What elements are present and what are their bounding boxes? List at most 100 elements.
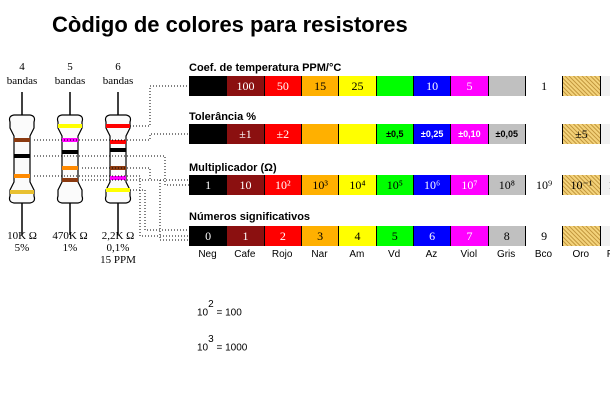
leader-line: [34, 155, 189, 186]
cell-temp-coef-am: 25: [339, 76, 377, 96]
resistor-band: [62, 178, 78, 182]
resistor-value-label: 470K Ω 1%: [42, 230, 98, 254]
cell-tolerance-cafe: ±1: [227, 124, 265, 144]
cell-multiplier-bco: 10⁹: [525, 175, 564, 195]
formula-result: = 1000: [213, 342, 248, 354]
cell-significant-digits-plata: [600, 226, 610, 246]
row-label-tolerance: Tolerância %: [189, 111, 257, 123]
color-name-gris: Gris: [496, 249, 516, 260]
band-count-text: 5: [67, 61, 73, 73]
cell-multiplier-am: 10⁴: [339, 175, 377, 195]
leader-line: [34, 133, 189, 141]
resistor-body: [8, 114, 36, 204]
color-name-cafe: Cafe: [234, 249, 256, 260]
band-count-label: 5 bandas: [46, 61, 94, 87]
resistor-band: [110, 148, 126, 152]
cell-significant-digits-am: 4: [339, 226, 377, 246]
resistor-value-label: 10K Ω 5%: [0, 230, 50, 254]
band-count-text: bandas: [6, 75, 38, 87]
cell-tolerance-az: ±0,25: [413, 124, 452, 144]
cell-tolerance-gris: ±0,05: [488, 124, 526, 144]
resistor-band: [110, 176, 126, 180]
resistor-value-text: 5%: [14, 242, 30, 254]
resistor-value-text: 10K Ω: [7, 230, 37, 242]
cell-temp-coef-cafe: 100: [227, 76, 265, 96]
cell-multiplier-vd: 10⁵: [376, 175, 414, 195]
cell-significant-digits-oro: [563, 226, 601, 246]
cell-tolerance-vd: ±0,5: [376, 124, 414, 144]
band-count-text: bandas: [54, 75, 86, 87]
cell-temp-coef-vd: [376, 76, 414, 96]
cell-temp-coef-rojo: 50: [264, 76, 302, 96]
band-count-label: 6 bandas: [94, 61, 142, 87]
leader-line: [82, 179, 189, 241]
color-name-am: Am: [349, 249, 365, 260]
formula-base: 10: [197, 307, 209, 319]
resistor-band: [14, 138, 30, 142]
cell-significant-digits-viol: 7: [451, 226, 489, 246]
cell-temp-coef-nar: 15: [301, 76, 340, 96]
cell-significant-digits-nar: 3: [301, 226, 340, 246]
color-name-bco: Bco: [534, 249, 553, 260]
cell-temp-coef-oro: [563, 76, 601, 96]
cell-temp-coef-neg: [190, 76, 228, 96]
cell-multiplier-rojo: 10²: [264, 175, 302, 195]
cell-significant-digits-rojo: 2: [264, 226, 302, 246]
color-name-viol: Viol: [460, 249, 478, 260]
cell-multiplier-gris: 10⁸: [488, 175, 526, 195]
resistor-value-text: 2,2K Ω: [101, 230, 135, 242]
cell-temp-coef-bco: 1: [525, 76, 564, 96]
formula-exponent: 2: [208, 299, 214, 310]
band-count-text: 4: [19, 61, 25, 73]
band-count-label: 4 bandas: [0, 61, 46, 87]
cell-tolerance-plata: ±10: [600, 124, 610, 144]
row-label-significant-digits: Números significativos: [189, 211, 311, 223]
band-count-text: 6: [115, 61, 121, 73]
cell-significant-digits-bco: 9: [525, 226, 564, 246]
resistor-value-text: 1%: [62, 242, 78, 254]
resistor-value-text: 470K Ω: [52, 230, 88, 242]
formula-base: 10: [197, 342, 209, 354]
row-label-temp-coef: Coef. de temperatura PPM/°C: [189, 62, 342, 74]
cell-multiplier-cafe: 10: [227, 175, 265, 195]
cell-multiplier-nar: 10³: [301, 175, 340, 195]
resistor-band: [10, 190, 34, 194]
resistor-body: [56, 114, 84, 204]
color-name-neg: Neg: [198, 249, 217, 260]
cell-multiplier-plata: 10⁻²: [600, 175, 610, 195]
cell-tolerance-am: [339, 124, 377, 144]
formula-exponent: 3: [208, 334, 214, 345]
cell-tolerance-viol: ±0,10: [451, 124, 489, 144]
leader-line: [82, 167, 189, 181]
resistor-band: [62, 166, 78, 170]
formula-result: = 100: [213, 307, 242, 319]
color-name-oro: Oro: [572, 249, 590, 260]
row-tolerance: ±1±2 ±0,5±0,25±0,10±0,05 ±5±10: [189, 124, 610, 144]
resistor-body: [104, 114, 132, 204]
color-name-vd: Vd: [388, 249, 401, 260]
page-title: Còdigo de colores para resistores: [52, 12, 408, 37]
cell-tolerance-bco: [525, 124, 564, 144]
cell-tolerance-rojo: ±2: [264, 124, 302, 144]
color-name-rojo: Rojo: [271, 249, 293, 260]
cell-significant-digits-neg: 0: [190, 226, 228, 246]
cell-tolerance-nar: [301, 124, 340, 144]
resistor-band: [58, 124, 82, 128]
resistor-band: [110, 140, 126, 144]
cell-tolerance-neg: [190, 124, 228, 144]
cell-temp-coef-viol: 5: [451, 76, 489, 96]
cell-temp-coef-gris: [488, 76, 526, 96]
cell-temp-coef-plata: [600, 76, 610, 96]
power-formula: 102 = 100: [197, 299, 242, 319]
resistor-band: [14, 154, 30, 158]
cell-multiplier-neg: 1: [190, 175, 228, 195]
resistor-band: [106, 124, 130, 128]
color-name-plata: Plata: [598, 249, 610, 260]
row-temp-coef: 100 50 15 25 10 5 1: [189, 76, 610, 96]
cell-significant-digits-az: 6: [413, 226, 452, 246]
resistor-band: [106, 188, 130, 192]
